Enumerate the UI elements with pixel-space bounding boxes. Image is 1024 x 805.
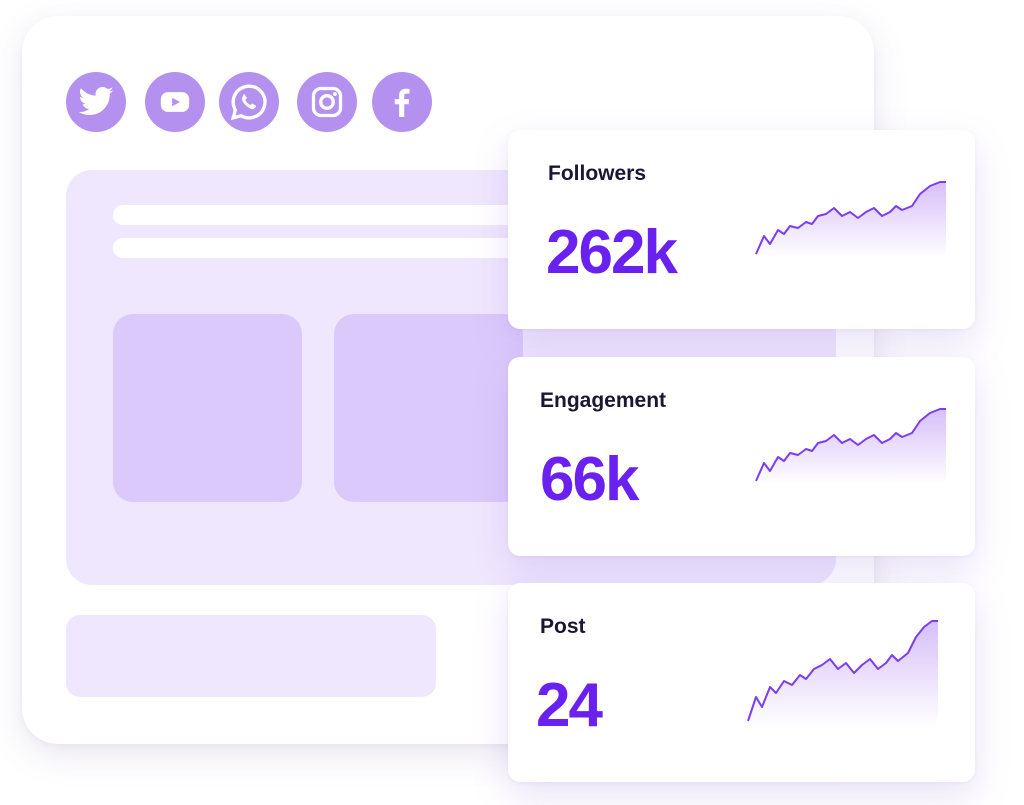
whatsapp-button[interactable] bbox=[219, 72, 279, 132]
youtube-button[interactable] bbox=[145, 72, 205, 132]
facebook-icon bbox=[394, 88, 410, 117]
sparkline-chart bbox=[747, 620, 938, 727]
stat-label: Post bbox=[540, 615, 586, 638]
sparkline-chart bbox=[755, 408, 946, 485]
stat-value: 24 bbox=[536, 671, 603, 740]
stat-value: 66k bbox=[540, 445, 639, 514]
stat-card-engagement[interactable]: Engagement 66k bbox=[508, 357, 975, 556]
stat-label: Followers bbox=[548, 162, 647, 185]
stat-card-post[interactable]: Post 24 bbox=[508, 583, 975, 782]
instagram-button[interactable] bbox=[297, 72, 357, 132]
twitter-icon bbox=[78, 86, 114, 115]
stat-label: Engagement bbox=[540, 389, 667, 412]
twitter-button[interactable] bbox=[66, 72, 126, 132]
stat-value: 262k bbox=[546, 218, 678, 287]
placeholder-tile bbox=[334, 314, 523, 502]
instagram-icon bbox=[311, 86, 343, 118]
youtube-icon bbox=[160, 92, 190, 112]
placeholder-footer-bar bbox=[66, 615, 436, 697]
placeholder-tile bbox=[113, 314, 302, 502]
stat-card-followers[interactable]: Followers 262k bbox=[508, 130, 975, 329]
whatsapp-icon bbox=[230, 84, 267, 121]
sparkline-chart bbox=[755, 181, 946, 258]
facebook-button[interactable] bbox=[372, 72, 432, 132]
